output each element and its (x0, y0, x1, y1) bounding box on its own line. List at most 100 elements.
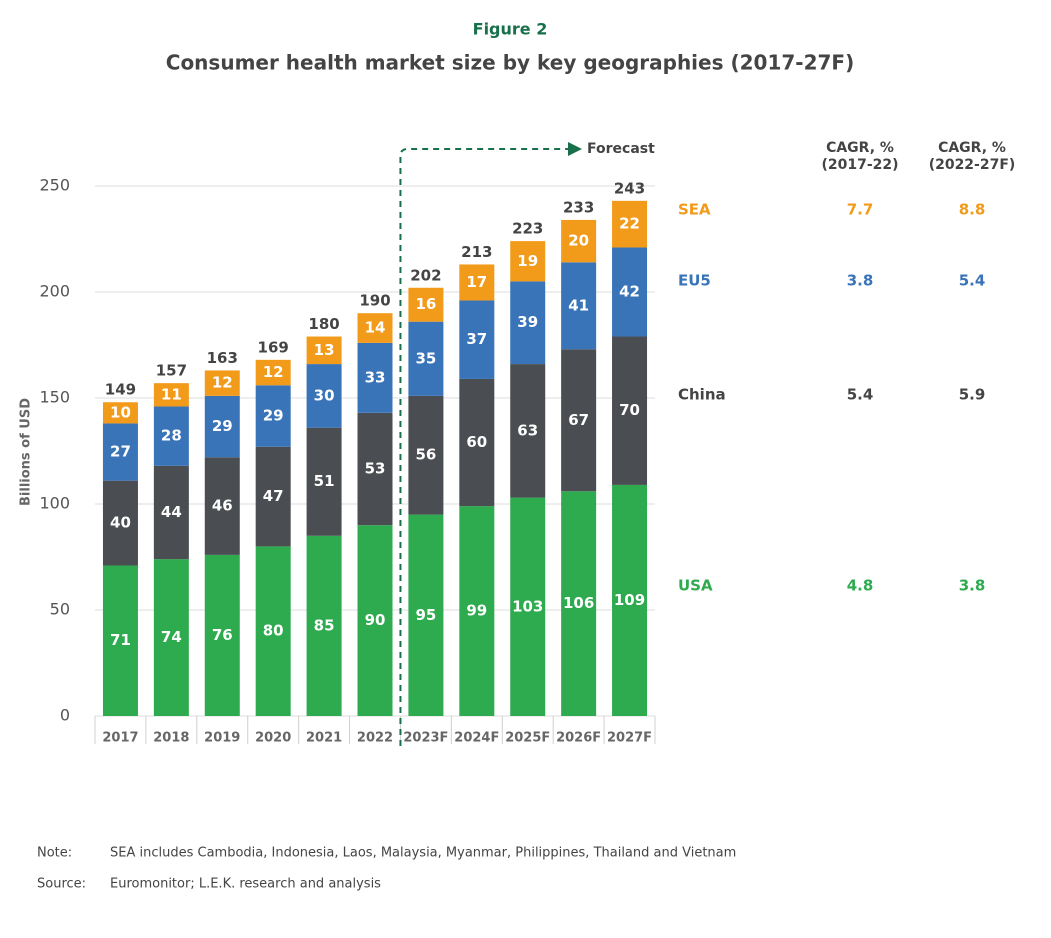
segment-label: 28 (161, 427, 182, 445)
cagr-value: 5.9 (959, 386, 986, 404)
y-tick-label: 100 (39, 494, 70, 513)
y-tick-label: 50 (50, 600, 70, 619)
bar-segment (561, 262, 597, 350)
total-label: 163 (207, 349, 238, 367)
legend-label: USA (678, 577, 713, 595)
segment-label: 42 (619, 283, 640, 301)
bar-segment (459, 264, 495, 301)
segment-label: 63 (517, 421, 538, 439)
bar-segment (612, 336, 648, 485)
segment-label: 29 (212, 417, 233, 435)
segment-label: 33 (365, 368, 386, 386)
cagr-value: 3.8 (959, 577, 986, 595)
y-tick-label: 150 (39, 388, 70, 407)
segment-label: 22 (619, 215, 640, 233)
bar-segment (510, 241, 546, 282)
cagr-value: 7.7 (847, 201, 874, 219)
total-label: 149 (105, 381, 136, 399)
segment-label: 53 (365, 460, 386, 478)
cagr-value: 5.4 (959, 272, 986, 290)
segment-label: 35 (415, 349, 436, 367)
legend-label: EU5 (678, 272, 711, 290)
x-tick-label: 2022 (357, 731, 393, 746)
x-tick-label: 2027F (607, 731, 652, 746)
bar-segment (306, 427, 342, 536)
segment-label: 51 (314, 472, 335, 490)
x-tick-label: 2026F (556, 731, 601, 746)
legend-label: China (678, 386, 726, 404)
segment-label: 60 (466, 433, 487, 451)
y-tick-label: 0 (60, 706, 70, 725)
bar-segment (510, 364, 546, 498)
cagr-value: 3.8 (847, 272, 874, 290)
bar-segment (510, 497, 546, 716)
segment-label: 74 (161, 628, 182, 646)
bar-segment (153, 559, 189, 716)
segment-label: 13 (314, 341, 335, 359)
bar-segment (204, 395, 240, 458)
segment-label: 56 (415, 446, 436, 464)
segment-label: 19 (517, 252, 538, 270)
bar-segment (357, 525, 393, 716)
segment-label: 27 (110, 443, 131, 461)
segment-label: 41 (568, 296, 589, 314)
segment-label: 90 (365, 611, 386, 629)
bar-segment (255, 359, 291, 386)
segment-label: 47 (263, 487, 284, 505)
cagr-header: CAGR, % (938, 140, 1006, 156)
x-tick-label: 2018 (153, 731, 189, 746)
segment-label: 71 (110, 631, 131, 649)
bar-segment (306, 336, 342, 365)
total-label: 190 (359, 292, 390, 310)
segment-label: 29 (263, 407, 284, 425)
bar-segment (102, 565, 138, 716)
y-tick-label: 200 (39, 282, 70, 301)
bar-segment (204, 554, 240, 716)
segment-label: 37 (466, 330, 487, 348)
note-text: Euromonitor; L.E.K. research and analysi… (110, 877, 381, 892)
total-label: 202 (410, 266, 441, 284)
chart-title: Consumer health market size by key geogr… (166, 51, 854, 75)
segment-label: 16 (415, 295, 436, 313)
bar-segment (408, 395, 444, 515)
bar-segment (459, 506, 495, 716)
forecast-arrow (568, 142, 582, 156)
segment-label: 39 (517, 313, 538, 331)
cagr-value: 8.8 (959, 201, 986, 219)
segment-label: 10 (110, 403, 131, 421)
bar-segment (408, 321, 444, 396)
segment-label: 11 (161, 385, 182, 403)
bar-segment (459, 300, 495, 379)
x-tick-label: 2020 (255, 731, 291, 746)
x-tick-label: 2017 (102, 731, 138, 746)
total-label: 169 (258, 338, 289, 356)
bar-segment (102, 402, 138, 424)
bar-segment (612, 484, 648, 716)
segment-label: 30 (314, 386, 335, 404)
forecast-line (399, 148, 572, 746)
segment-label: 95 (415, 606, 436, 624)
x-tick-label: 2019 (204, 731, 240, 746)
figure-label: Figure 2 (473, 20, 548, 39)
segment-label: 12 (212, 374, 233, 392)
bar-segment (153, 383, 189, 407)
bar-segment (153, 406, 189, 466)
bar-segment (561, 349, 597, 492)
segment-label: 80 (263, 622, 284, 640)
bar-segment (612, 247, 648, 337)
segment-label: 99 (466, 602, 487, 620)
segment-label: 20 (568, 232, 589, 250)
bar-segment (459, 378, 495, 507)
x-tick-label: 2025F (505, 731, 550, 746)
segment-label: 103 (512, 597, 543, 615)
note-label: Source: (37, 877, 86, 892)
cagr-header: (2017-22) (821, 157, 898, 173)
cagr-value: 4.8 (847, 577, 874, 595)
segment-label: 46 (212, 497, 233, 515)
forecast-label: Forecast (587, 141, 655, 157)
y-tick-label: 250 (39, 176, 70, 195)
total-label: 157 (156, 362, 187, 380)
bar-segment (306, 364, 342, 428)
total-label: 243 (614, 179, 645, 197)
